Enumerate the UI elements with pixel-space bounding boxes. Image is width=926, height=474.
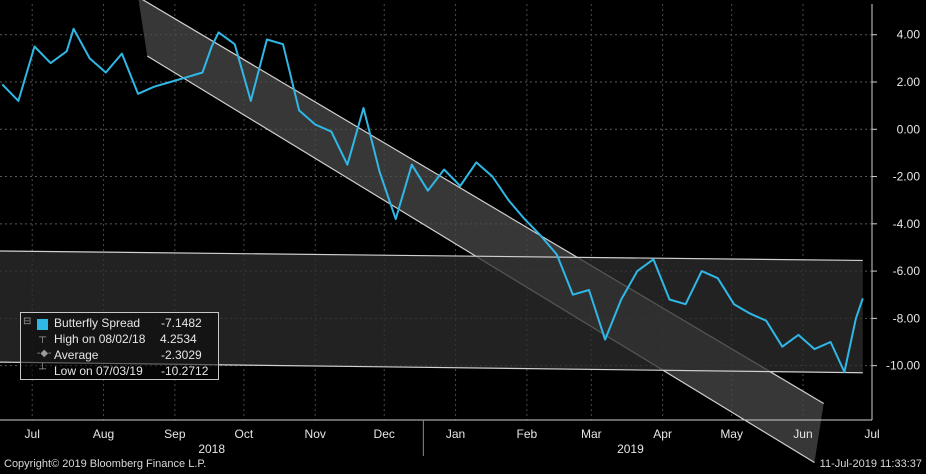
x-tick-label: Dec xyxy=(374,427,395,441)
x-tick-label: May xyxy=(720,427,743,441)
legend: ⊟ Butterfly Spread -7.1482 ┬ High on 08/… xyxy=(20,312,219,380)
series-line xyxy=(1,27,864,373)
legend-average-label: Average xyxy=(54,348,99,362)
copyright-text: Copyright© 2019 Bloomberg Finance L.P. xyxy=(4,458,207,470)
legend-low-value: -10.2712 xyxy=(161,364,209,378)
x-tick-label: Jun xyxy=(793,427,812,441)
legend-high-label: High on 08/02/18 xyxy=(54,332,146,346)
average-marker-icon: -◆- xyxy=(37,348,52,359)
x-tick-label: Feb xyxy=(517,427,538,441)
low-marker-icon: ┴ xyxy=(39,364,47,375)
collapse-icon[interactable]: ⊟ xyxy=(23,316,32,327)
x-tick-label: Mar xyxy=(581,427,602,441)
legend-row-average: -◆- Average -2.3029 xyxy=(21,348,218,364)
x-tick-label: Sep xyxy=(164,427,186,441)
series-lines xyxy=(1,27,864,373)
x-year-label: 2018 xyxy=(198,442,225,456)
x-year-label: 2019 xyxy=(617,442,644,456)
y-tick-label: 4.00 xyxy=(897,28,921,42)
regression-channels xyxy=(0,0,863,464)
x-tick-label: Nov xyxy=(305,427,326,441)
x-tick-label: Jan xyxy=(446,427,465,441)
x-tick-label: Aug xyxy=(93,427,114,441)
footer: Copyright© 2019 Bloomberg Finance L.P. 1… xyxy=(0,456,926,474)
x-axis: Jul Aug Sep Oct Nov Dec Jan Feb Mar Apr May Jun Jul 2… xyxy=(0,419,880,456)
x-tick-label: Oct xyxy=(235,427,254,441)
y-tick-label: -8.00 xyxy=(893,311,921,325)
y-tick-label: -10.00 xyxy=(886,359,920,373)
y-tick-label: -4.00 xyxy=(893,217,921,231)
legend-average-value: -2.3029 xyxy=(161,348,202,362)
y-axis: 4.00 2.00 0.00 -2.00 -4.00 -6.00 -8.00 -10.00 xyxy=(871,4,921,420)
y-tick-label: 0.00 xyxy=(897,122,921,136)
timestamp-text: 11-Jul-2019 11:33:37 xyxy=(819,458,922,470)
legend-row-series: ⊟ Butterfly Spread -7.1482 xyxy=(21,316,218,332)
x-tick-label: Jul xyxy=(25,427,40,441)
y-tick-label: -6.00 xyxy=(893,264,921,278)
series-swatch-icon xyxy=(37,319,48,330)
legend-series-value: -7.1482 xyxy=(161,316,202,330)
legend-row-high: ┬ High on 08/02/18 4.2534 xyxy=(21,332,218,348)
legend-high-value: 4.2534 xyxy=(160,332,197,346)
channel-upper-line xyxy=(0,250,863,262)
y-tick-label: 2.00 xyxy=(897,75,921,89)
legend-row-low: ┴ Low on 07/03/19 -10.2712 xyxy=(21,364,218,380)
x-tick-label: Jul xyxy=(864,427,879,441)
y-tick-label: -2.00 xyxy=(893,170,921,184)
x-tick-label: Apr xyxy=(653,427,672,441)
high-marker-icon: ┬ xyxy=(39,332,47,343)
legend-series-name: Butterfly Spread xyxy=(54,316,141,330)
legend-low-label: Low on 07/03/19 xyxy=(54,364,143,378)
